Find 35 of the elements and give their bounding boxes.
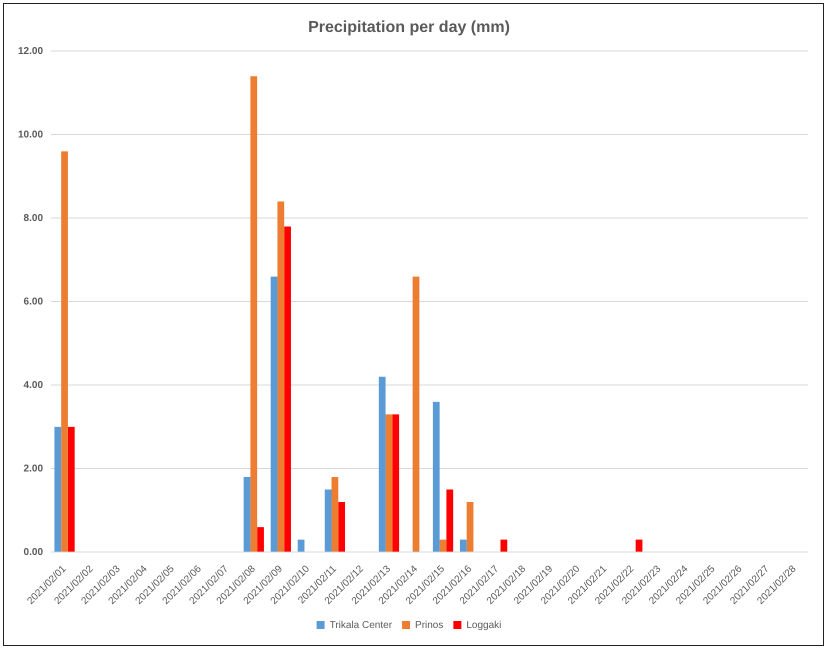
bar (332, 476, 338, 552)
bar (250, 76, 258, 552)
bar (257, 527, 264, 552)
legend-label: Trikala Center (330, 620, 393, 631)
bar (636, 540, 642, 552)
y-tick-label: 4.00 (24, 380, 44, 391)
legend-label: Prinos (415, 620, 444, 631)
bar (500, 540, 508, 552)
bar (298, 540, 304, 552)
bar (54, 426, 62, 552)
bar (460, 540, 467, 552)
bar (61, 151, 68, 552)
chart-title: Precipitation per day (mm) (308, 19, 510, 36)
bar (284, 226, 291, 552)
bar (270, 276, 278, 552)
bar (68, 426, 75, 552)
bar (378, 376, 386, 552)
y-tick-label: 8.00 (24, 212, 44, 224)
bar (432, 402, 440, 552)
bar (277, 201, 284, 552)
y-tick-label: 6.00 (24, 296, 44, 308)
bar (244, 476, 250, 552)
y-tick-label: 10.00 (18, 129, 44, 140)
bar (338, 502, 346, 552)
y-tick-label: 0.00 (24, 546, 44, 558)
bar (324, 490, 332, 552)
bar (446, 490, 454, 552)
legend-label: Loggaki (466, 620, 502, 631)
bar (466, 502, 474, 552)
bar (386, 414, 392, 552)
y-tick-label: 2.00 (24, 463, 44, 474)
bar (440, 540, 446, 552)
bar (392, 414, 400, 552)
bar (412, 276, 420, 552)
y-tick-label: 12.00 (18, 46, 44, 57)
